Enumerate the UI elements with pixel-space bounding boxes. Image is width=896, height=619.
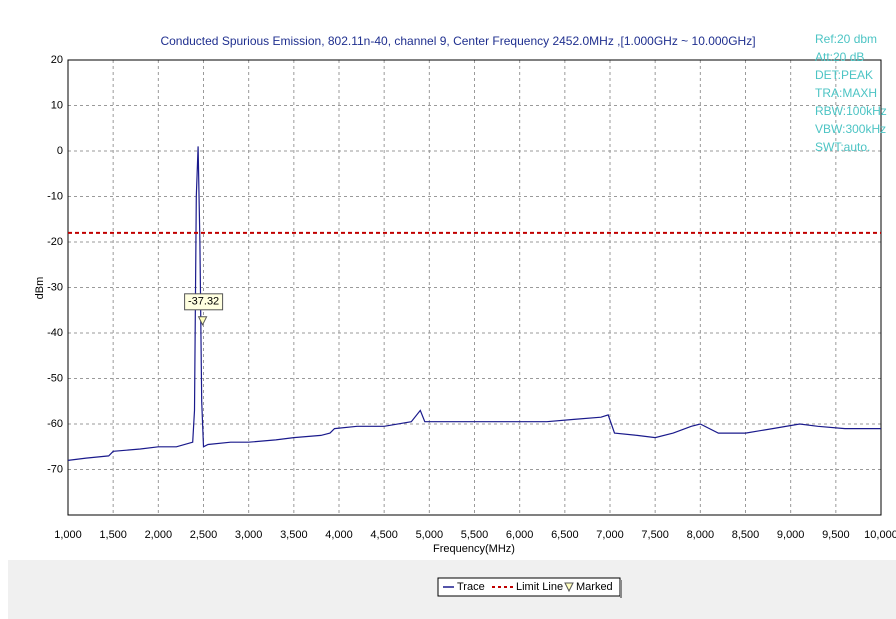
x-tick-label: 2,500	[190, 529, 218, 541]
marker	[197, 316, 208, 326]
trace-line	[67, 146, 881, 461]
x-tick-label: 4,000	[325, 529, 353, 541]
x-tick-label: 4,500	[370, 529, 398, 541]
x-tick-label: 5,000	[416, 529, 444, 541]
x-axis-label: Frequency(MHz)	[433, 543, 515, 555]
setting-text: RBW:100kHz	[815, 104, 887, 118]
legend-label: Marked	[576, 581, 613, 593]
setting-text: VBW:300kHz	[815, 122, 886, 136]
x-tick-label: 3,500	[280, 529, 308, 541]
setting-text: SWT:auto.	[815, 140, 870, 154]
x-tick-label: 6,500	[551, 529, 579, 541]
x-tick-label: 9,500	[822, 529, 850, 541]
y-tick-label: -70	[47, 463, 63, 475]
y-tick-label: -50	[47, 372, 63, 384]
y-tick-label: 10	[51, 99, 63, 111]
legend-shadow	[620, 580, 622, 598]
x-tick-label: 8,000	[687, 529, 715, 541]
chart-title: Conducted Spurious Emission, 802.11n-40,…	[160, 34, 755, 48]
setting-text: Att:20 dB	[815, 50, 864, 64]
x-tick-label: 9,000	[777, 529, 805, 541]
legend-label: Limit Line	[516, 581, 563, 593]
y-tick-label: -40	[47, 327, 63, 339]
setting-text: Ref:20 dbm	[815, 32, 877, 46]
y-tick-label: -30	[47, 281, 63, 293]
x-tick-label: 10,000	[864, 529, 896, 541]
x-tick-label: 1,000	[54, 529, 82, 541]
x-tick-label: 5,500	[461, 529, 489, 541]
y-tick-label: -10	[47, 190, 63, 202]
y-axis-label: dBm	[34, 277, 46, 300]
y-tick-label: 20	[51, 54, 63, 66]
setting-text: DET:PEAK	[815, 68, 873, 82]
marker-label: -37.32	[188, 296, 219, 308]
y-tick-label: -20	[47, 236, 63, 248]
x-tick-label: 6,000	[506, 529, 534, 541]
x-tick-label: 7,500	[641, 529, 669, 541]
marker-label-box	[184, 293, 224, 311]
y-tick-label: -60	[47, 418, 63, 430]
x-tick-label: 7,000	[596, 529, 624, 541]
x-tick-label: 8,500	[732, 529, 760, 541]
x-tick-label: 3,000	[235, 529, 263, 541]
legend-swatch	[564, 582, 574, 593]
x-tick-label: 1,500	[99, 529, 127, 541]
x-tick-label: 2,000	[145, 529, 173, 541]
legend-label: Trace	[457, 581, 485, 593]
setting-text: TRA:MAXH	[815, 86, 877, 100]
plot-frame	[67, 59, 882, 516]
y-tick-label: 0	[57, 145, 63, 157]
